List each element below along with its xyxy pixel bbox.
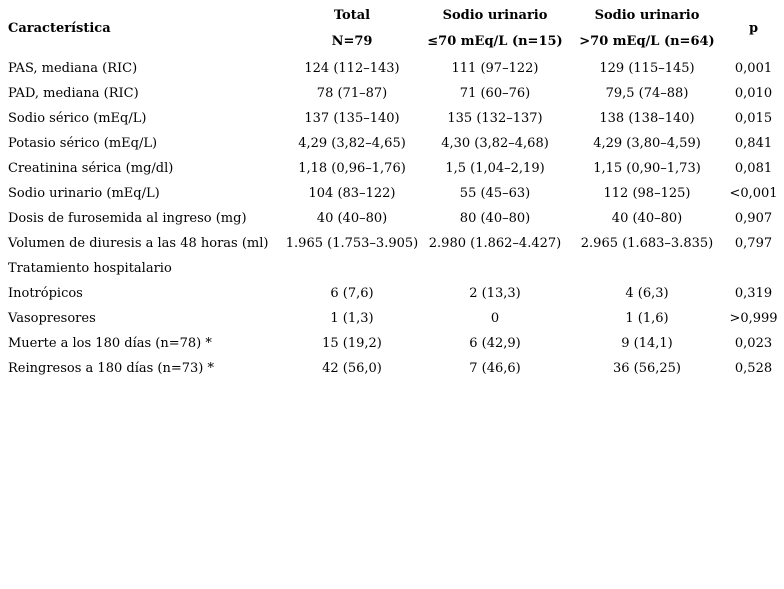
table-row: Inotrópicos 6 (7,6) 2 (13,3) 4 (6,3) 0,3… bbox=[0, 281, 784, 306]
cell-p-value: 0,015 bbox=[734, 111, 773, 126]
cell-sodium-low: 80 (40–80) bbox=[459, 211, 531, 226]
header-total-line1: Total bbox=[333, 8, 371, 23]
cell-characteristic: PAS, mediana (RIC) bbox=[8, 61, 138, 76]
table-row: Volumen de diuresis a las 48 horas (ml) … bbox=[0, 231, 784, 256]
cell-sodium-high: 79,5 (74–88) bbox=[605, 86, 689, 101]
cell-sodium-high: 4,29 (3,80–4,59) bbox=[593, 136, 701, 151]
cell-total: 4,29 (3,82–4,65) bbox=[298, 136, 406, 151]
cell-p-value: <0,001 bbox=[729, 186, 778, 201]
cell-p-value: 0,001 bbox=[734, 61, 773, 76]
cell-sodium-high: 138 (138–140) bbox=[599, 111, 695, 126]
table-row: PAS, mediana (RIC) 124 (112–143) 111 (97… bbox=[0, 56, 784, 81]
cell-characteristic: Vasopresores bbox=[8, 311, 96, 326]
cell-total: 78 (71–87) bbox=[316, 86, 388, 101]
table-body: PAS, mediana (RIC) 124 (112–143) 111 (97… bbox=[0, 56, 784, 381]
cell-total bbox=[285, 256, 419, 281]
cell-sodium-low: 7 (46,6) bbox=[469, 361, 521, 376]
cell-sodium-high bbox=[571, 256, 723, 281]
table-row: Tratamiento hospitalario bbox=[0, 256, 784, 281]
header-sodium-low-line2: ≤70 mEq/L (n=15) bbox=[427, 34, 563, 49]
table-row: Dosis de furosemida al ingreso (mg) 40 (… bbox=[0, 206, 784, 231]
cell-sodium-low: 2.980 (1.862–4.427) bbox=[428, 236, 562, 251]
cell-sodium-high: 2.965 (1.683–3.835) bbox=[580, 236, 714, 251]
cell-p-value: >0,999 bbox=[729, 311, 778, 326]
table-row: PAD, mediana (RIC) 78 (71–87) 71 (60–76)… bbox=[0, 81, 784, 106]
cell-characteristic: Muerte a los 180 días (n=78) * bbox=[8, 336, 212, 351]
cell-sodium-low: 6 (42,9) bbox=[469, 336, 521, 351]
cell-p-value: 0,907 bbox=[734, 211, 773, 226]
cell-characteristic: Creatinina sérica (mg/dl) bbox=[8, 161, 174, 176]
cell-p-value: 0,081 bbox=[734, 161, 773, 176]
cell-total: 15 (19,2) bbox=[322, 336, 382, 351]
table-row: Creatinina sérica (mg/dl) 1,18 (0,96–1,7… bbox=[0, 156, 784, 181]
table-row: Potasio sérico (mEq/L) 4,29 (3,82–4,65) … bbox=[0, 131, 784, 156]
header-sodium-high-line2: >70 mEq/L (n=64) bbox=[579, 34, 715, 49]
cell-sodium-high: 9 (14,1) bbox=[621, 336, 673, 351]
header-p-value: p bbox=[748, 21, 759, 36]
cell-total: 137 (135–140) bbox=[304, 111, 400, 126]
cell-sodium-high: 4 (6,3) bbox=[625, 286, 669, 301]
table-header: Característica Total N=79 Sodio urinario… bbox=[0, 2, 784, 56]
cell-total: 1 (1,3) bbox=[330, 311, 374, 326]
cell-p-value: 0,797 bbox=[734, 236, 773, 251]
table-row: Sodio urinario (mEq/L) 104 (83–122) 55 (… bbox=[0, 181, 784, 206]
cell-p-value: 0,319 bbox=[734, 286, 773, 301]
cell-total: 6 (7,6) bbox=[330, 286, 374, 301]
header-sodium-high-line1: Sodio urinario bbox=[594, 8, 700, 23]
cell-total: 42 (56,0) bbox=[322, 361, 382, 376]
table-row: Muerte a los 180 días (n=78) * 15 (19,2)… bbox=[0, 331, 784, 356]
cell-sodium-high: 1,15 (0,90–1,73) bbox=[593, 161, 701, 176]
cell-characteristic: Volumen de diuresis a las 48 horas (ml) bbox=[8, 236, 269, 251]
cell-sodium-low: 71 (60–76) bbox=[459, 86, 531, 101]
header-sodium-low: Sodio urinario ≤70 mEq/L (n=15) bbox=[419, 2, 571, 56]
header-total: Total N=79 bbox=[285, 2, 419, 56]
cell-total: 40 (40–80) bbox=[316, 211, 388, 226]
cell-total: 124 (112–143) bbox=[304, 61, 400, 76]
cell-p-value bbox=[723, 256, 784, 281]
cell-characteristic: Sodio sérico (mEq/L) bbox=[8, 111, 147, 126]
clinical-characteristics-table: Característica Total N=79 Sodio urinario… bbox=[0, 2, 784, 381]
cell-p-value: 0,010 bbox=[734, 86, 773, 101]
cell-characteristic: Inotrópicos bbox=[8, 286, 83, 301]
cell-characteristic: Potasio sérico (mEq/L) bbox=[8, 136, 158, 151]
cell-characteristic: PAD, mediana (RIC) bbox=[8, 86, 139, 101]
cell-sodium-low: 55 (45–63) bbox=[459, 186, 531, 201]
header-sodium-high: Sodio urinario >70 mEq/L (n=64) bbox=[571, 2, 723, 56]
table-row: Sodio sérico (mEq/L) 137 (135–140) 135 (… bbox=[0, 106, 784, 131]
cell-sodium-low bbox=[419, 256, 571, 281]
cell-sodium-low: 135 (132–137) bbox=[447, 111, 543, 126]
cell-p-value: 0,023 bbox=[734, 336, 773, 351]
cell-total: 1.965 (1.753–3.905) bbox=[285, 236, 419, 251]
table-row: Vasopresores 1 (1,3) 0 1 (1,6) >0,999 bbox=[0, 306, 784, 331]
cell-characteristic: Reingresos a 180 días (n=73) * bbox=[8, 361, 214, 376]
cell-characteristic: Sodio urinario (mEq/L) bbox=[8, 186, 160, 201]
cell-sodium-low: 2 (13,3) bbox=[469, 286, 521, 301]
cell-sodium-high: 112 (98–125) bbox=[603, 186, 691, 201]
header-sodium-low-line1: Sodio urinario bbox=[442, 8, 548, 23]
cell-sodium-high: 40 (40–80) bbox=[611, 211, 683, 226]
cell-characteristic: Dosis de furosemida al ingreso (mg) bbox=[8, 211, 247, 226]
header-total-line2: N=79 bbox=[331, 34, 373, 49]
cell-sodium-low: 1,5 (1,04–2,19) bbox=[445, 161, 545, 176]
cell-total: 1,18 (0,96–1,76) bbox=[298, 161, 406, 176]
cell-total: 104 (83–122) bbox=[308, 186, 396, 201]
header-caracteristica: Característica bbox=[8, 21, 111, 36]
cell-sodium-high: 1 (1,6) bbox=[625, 311, 669, 326]
cell-characteristic: Tratamiento hospitalario bbox=[8, 261, 172, 276]
cell-p-value: 0,841 bbox=[734, 136, 773, 151]
cell-sodium-high: 129 (115–145) bbox=[599, 61, 695, 76]
table-row: Reingresos a 180 días (n=73) * 42 (56,0)… bbox=[0, 356, 784, 381]
cell-sodium-low: 0 bbox=[490, 311, 500, 326]
cell-sodium-high: 36 (56,25) bbox=[612, 361, 682, 376]
cell-sodium-low: 111 (97–122) bbox=[451, 61, 539, 76]
cell-sodium-low: 4,30 (3,82–4,68) bbox=[441, 136, 549, 151]
cell-p-value: 0,528 bbox=[734, 361, 773, 376]
header-row: Característica Total N=79 Sodio urinario… bbox=[0, 2, 784, 56]
